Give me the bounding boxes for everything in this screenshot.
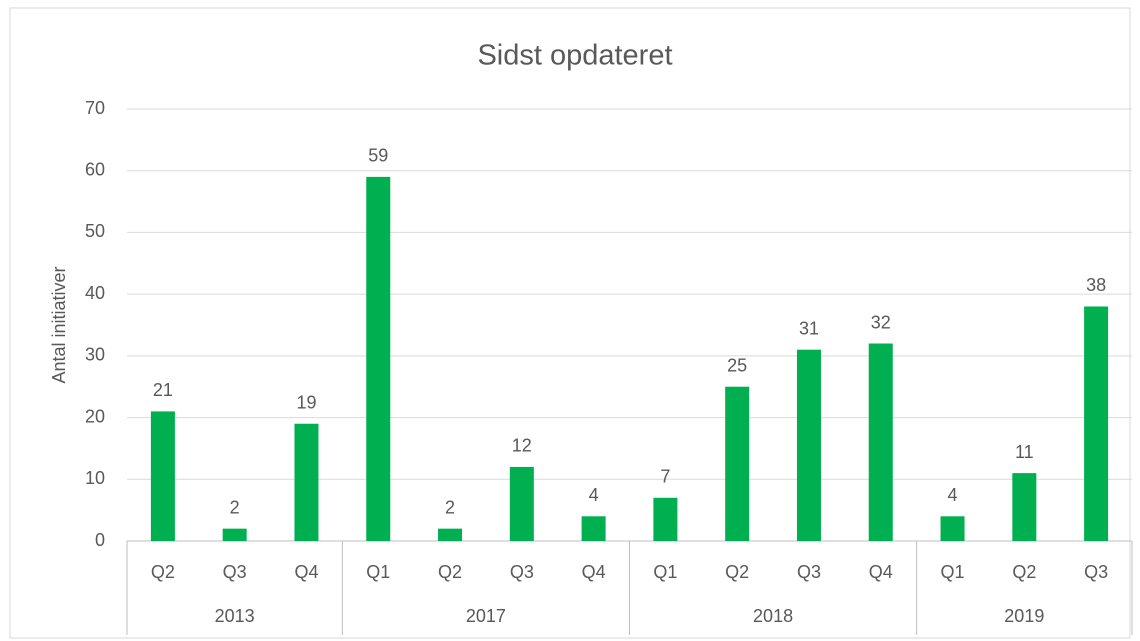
bar	[294, 423, 319, 541]
x-tick-label: Q1	[653, 562, 677, 582]
data-label: 31	[799, 318, 819, 338]
x-tick-label: Q3	[797, 562, 821, 582]
data-label: 59	[368, 146, 388, 166]
x-tick-label: Q1	[941, 562, 965, 582]
x-tick-label: Q3	[510, 562, 534, 582]
x-tick-label: Q4	[294, 562, 318, 582]
bar	[150, 411, 175, 541]
data-label: 11	[1015, 442, 1034, 462]
bar	[796, 349, 821, 541]
group-label: 2017	[466, 606, 506, 626]
x-tick-label: Q2	[1012, 562, 1036, 582]
data-label: 19	[296, 392, 316, 412]
y-tick-label: 20	[85, 406, 105, 426]
bar	[1084, 306, 1109, 541]
y-tick-label: 40	[85, 283, 105, 303]
x-tick-label: Q2	[438, 562, 462, 582]
y-tick-label: 30	[85, 345, 105, 365]
bar	[868, 343, 893, 541]
y-tick-label: 50	[85, 221, 105, 241]
x-tick-label: Q3	[223, 562, 247, 582]
data-label: 25	[727, 355, 747, 375]
bar	[653, 497, 678, 541]
bar	[366, 176, 391, 541]
bar	[509, 466, 534, 541]
y-tick-label: 0	[95, 530, 105, 550]
bar	[581, 516, 606, 541]
bar	[438, 528, 463, 541]
x-tick-label: Q4	[582, 562, 606, 582]
x-tick-label: Q3	[1084, 562, 1108, 582]
bar	[222, 528, 247, 541]
bar	[940, 516, 965, 541]
chart-border	[9, 7, 1131, 639]
group-label: 2018	[753, 606, 793, 626]
y-tick-label: 10	[85, 468, 105, 488]
bar	[1012, 473, 1037, 541]
y-axis-label: Antal initiativer	[49, 266, 69, 383]
data-label: 4	[589, 485, 599, 505]
group-label: 2019	[1004, 606, 1044, 626]
x-tick-label: Q1	[366, 562, 390, 582]
x-tick-label: Q2	[151, 562, 175, 582]
bar	[725, 386, 750, 541]
data-label: 7	[660, 467, 670, 487]
data-label: 21	[153, 380, 173, 400]
data-label: 4	[948, 485, 958, 505]
group-label: 2013	[215, 606, 255, 626]
y-tick-label: 60	[85, 159, 105, 179]
x-tick-label: Q2	[725, 562, 749, 582]
chart-title: Sidst opdateret	[477, 40, 672, 72]
data-label: 2	[445, 497, 455, 517]
data-label: 32	[871, 312, 891, 332]
data-label: 2	[230, 497, 240, 517]
y-tick-label: 70	[85, 98, 105, 118]
data-label: 38	[1086, 275, 1106, 295]
data-label: 12	[512, 436, 532, 456]
x-tick-label: Q4	[869, 562, 893, 582]
